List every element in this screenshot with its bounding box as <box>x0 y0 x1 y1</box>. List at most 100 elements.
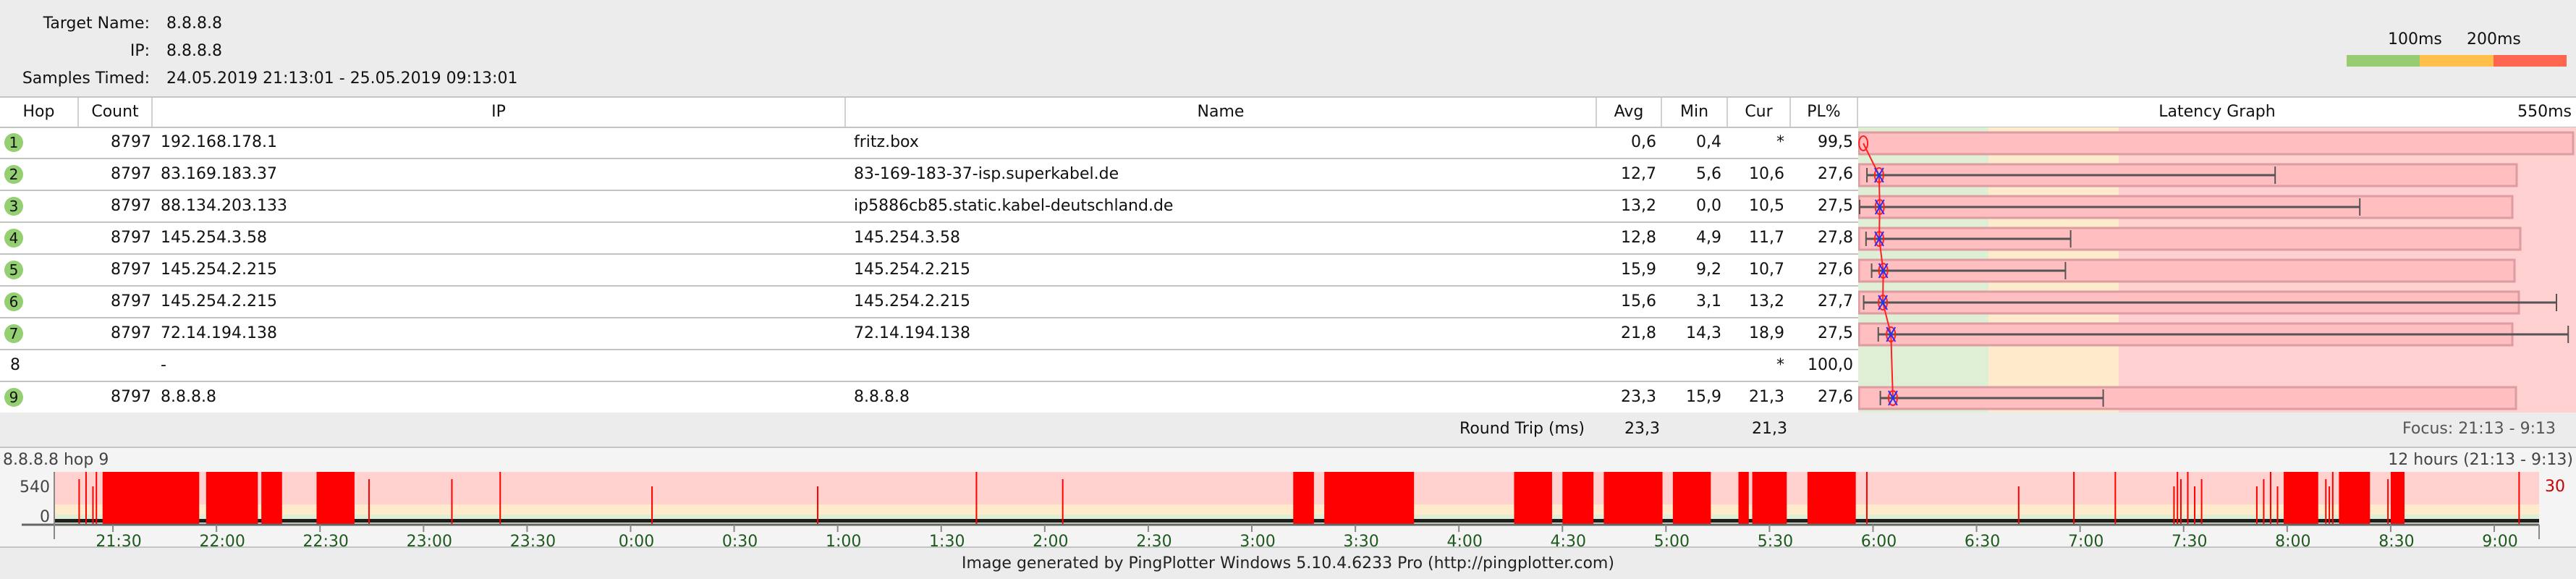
x-tick-label: 1:00 <box>826 533 861 549</box>
focus-range: Focus: 21:13 - 9:13 <box>2402 420 2556 438</box>
x-tick-label: 5:00 <box>1654 533 1690 549</box>
column-header-hop[interactable]: Hop <box>0 98 79 127</box>
hop-row[interactable]: 9 8797 8.8.8.8 8.8.8.8 23,3 15,9 21,3 27,6 <box>0 382 1858 414</box>
hop-row[interactable]: 8 - * 100,0 <box>0 350 1858 382</box>
avg-marker <box>1874 199 1885 215</box>
ip-value: 8.8.8.8 <box>166 42 222 60</box>
y-tick-label: 540 <box>20 478 50 496</box>
hop-cur: 10,5 <box>1749 197 1784 215</box>
packet-loss-spike <box>1865 472 1868 525</box>
hop-pl: 27,7 <box>1818 292 1853 310</box>
avg-marker <box>1874 231 1885 247</box>
x-tick-label: 7:30 <box>2172 533 2207 549</box>
packet-loss-block <box>1562 472 1594 525</box>
packet-loss-spike <box>651 486 653 525</box>
x-tick-label: 22:00 <box>199 533 245 549</box>
packet-loss-bar <box>1858 131 2575 156</box>
packet-loss-spike <box>2276 486 2279 525</box>
packet-loss-spike <box>2114 472 2117 525</box>
hop-count: 8797 <box>111 165 151 183</box>
hop-row[interactable]: 4 8797 145.254.3.58 145.254.3.58 12,8 4,9 11,7… <box>0 223 1858 255</box>
current-value-label: 30 <box>2545 478 2565 496</box>
x-tick-label: 6:30 <box>1965 533 2000 549</box>
hop-avg: 0,6 <box>1631 133 1656 151</box>
hop-pl: 27,6 <box>1818 165 1853 183</box>
y-tick-label: 0 <box>40 508 50 526</box>
hop-number: 8 <box>10 356 20 374</box>
packet-loss-spike <box>817 486 819 525</box>
x-tick-label: 23:30 <box>510 533 556 549</box>
hop-min: 0,0 <box>1696 197 1721 215</box>
hop-row[interactable]: 6 8797 145.254.2.215 145.254.2.215 15,6 3,1 13… <box>0 287 1858 318</box>
hop-avg: 12,8 <box>1621 229 1656 247</box>
hop-ip: 83.169.183.37 <box>161 165 277 183</box>
column-header-pl[interactable]: PL% <box>1791 98 1858 127</box>
hop-name <box>854 350 1577 381</box>
x-tick-label: 21:30 <box>96 533 141 549</box>
target-name-label: Target Name: <box>43 14 150 33</box>
packet-loss-spike <box>2194 486 2196 525</box>
hop-number-badge: 3 <box>4 197 23 216</box>
timeline-chart[interactable]: 540 0 30 21:30 22:00 22:30 23:00 23:30 0:00 0:30 1… <box>0 448 2576 549</box>
hop-cur: 10,7 <box>1749 261 1784 279</box>
packet-loss-spike <box>92 486 94 525</box>
column-header-latency-graph[interactable]: Latency Graph <box>2158 103 2276 121</box>
hop-name: 72.14.194.138 <box>854 324 970 342</box>
hop-name: fritz.box <box>854 133 919 151</box>
packet-loss-spike <box>2269 472 2271 525</box>
column-header-count[interactable]: Count <box>79 98 153 127</box>
hop-number-badge: 6 <box>4 292 23 311</box>
hop-cur: 13,2 <box>1749 292 1784 310</box>
cur-marker <box>1874 167 1884 183</box>
cur-marker <box>1886 326 1897 342</box>
column-header-min[interactable]: Min <box>1662 98 1728 127</box>
hop-count <box>79 350 151 381</box>
hop-row[interactable]: 1 8797 192.168.178.1 fritz.box 0,6 0,4 * 99,5 <box>0 127 1858 159</box>
hop-min: 3,1 <box>1696 292 1721 310</box>
hop-avg: 13,2 <box>1621 197 1656 215</box>
hop-name: ip5886cb85.static.kabel-deutschland.de <box>854 197 1174 215</box>
packet-loss-spike <box>2387 479 2389 525</box>
cur-marker <box>1888 390 1898 406</box>
hop-avg: 15,9 <box>1621 261 1656 279</box>
hop-row[interactable]: 2 8797 83.169.183.37 83-169-183-37-isp.supe… <box>0 159 1858 191</box>
column-header-ip[interactable]: IP <box>153 98 846 127</box>
hop-ip: 145.254.2.215 <box>161 292 277 310</box>
x-tick-label: 4:30 <box>1551 533 1586 549</box>
packet-loss-block <box>1293 472 1314 525</box>
hop-name: 8.8.8.8 <box>854 388 910 406</box>
column-header-cur[interactable]: Cur <box>1728 98 1791 127</box>
hop-count: 8797 <box>111 388 151 406</box>
timeline-range: 12 hours (21:13 - 9:13) <box>2388 451 2573 469</box>
hop-number-badge: 9 <box>4 388 23 407</box>
legend-100ms: 100ms <box>2388 30 2442 48</box>
column-header-avg[interactable]: Avg <box>1597 98 1662 127</box>
packet-loss-spike <box>1062 479 1064 525</box>
packet-loss-block <box>1738 472 1749 525</box>
hop-pl: 99,5 <box>1818 133 1853 151</box>
ip-label: IP: <box>130 42 150 60</box>
packet-loss-spike <box>96 472 98 525</box>
packet-loss-block <box>1603 472 1663 525</box>
cur-marker <box>1878 295 1888 310</box>
hop-row[interactable]: 5 8797 145.254.2.215 145.254.2.215 15,9 9,2 10… <box>0 255 1858 287</box>
hop-min <box>1662 350 1721 381</box>
hop-count: 8797 <box>111 197 151 215</box>
column-header-name[interactable]: Name <box>846 98 1597 127</box>
footer-credit: Image generated by PingPlotter Windows 5… <box>962 554 1614 572</box>
x-tick-label: 3:30 <box>1343 533 1378 549</box>
x-tick-label: 23:00 <box>407 533 452 549</box>
hop-row[interactable]: 7 8797 72.14.194.138 72.14.194.138 21,8 14,3 1… <box>0 318 1858 350</box>
cur-marker <box>1878 263 1889 279</box>
hop-row[interactable]: 3 8797 88.134.203.133 ip5886cb85.static.kab… <box>0 191 1858 223</box>
timeline-panel[interactable]: 540 0 30 21:30 22:00 22:30 23:00 23:30 0:00 0:30 1… <box>0 447 2576 549</box>
x-tick-label: 7:00 <box>2068 533 2103 549</box>
hop-ip: 145.254.2.215 <box>161 261 277 279</box>
hop-number-badge: 4 <box>4 229 23 248</box>
hop-min: 9,2 <box>1696 261 1721 279</box>
packet-loss-spike <box>2200 479 2203 525</box>
x-tick-label: 4:00 <box>1446 533 1482 549</box>
avg-marker <box>1873 167 1884 183</box>
header-divider <box>0 127 2576 128</box>
hop-min: 0,4 <box>1696 133 1721 151</box>
